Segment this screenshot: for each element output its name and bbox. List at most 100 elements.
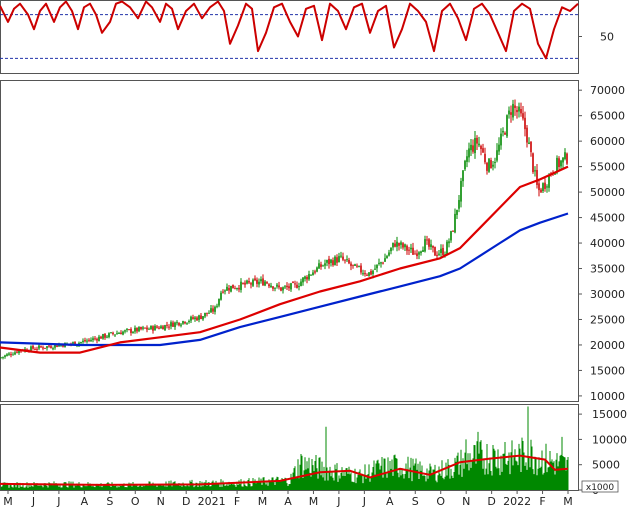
x-tick-label: A bbox=[81, 495, 89, 508]
candle-body bbox=[200, 315, 202, 320]
candle-body bbox=[326, 260, 328, 263]
vol-y-tick-label: 10000 bbox=[592, 433, 627, 446]
volume-moving-average bbox=[0, 454, 569, 486]
candle-body bbox=[448, 241, 450, 244]
candle-body bbox=[350, 263, 352, 266]
x-tick-label: O bbox=[436, 495, 445, 508]
candle-body bbox=[40, 346, 42, 348]
candle-body bbox=[228, 288, 230, 291]
candle-body bbox=[462, 170, 464, 182]
candle-body bbox=[184, 321, 186, 324]
candle-body bbox=[466, 156, 468, 162]
candle-body bbox=[456, 209, 458, 215]
candle-body bbox=[498, 144, 500, 152]
candle-body bbox=[142, 327, 144, 329]
candle-body bbox=[38, 345, 40, 349]
candle-body bbox=[314, 271, 316, 273]
candle-body bbox=[344, 259, 346, 261]
candle-body bbox=[172, 322, 174, 327]
candle-body bbox=[500, 133, 502, 146]
candle-body bbox=[340, 255, 342, 257]
candle-body bbox=[42, 347, 44, 349]
x-tick-label: M bbox=[258, 495, 268, 508]
candle-body bbox=[80, 342, 82, 344]
candle-body bbox=[192, 317, 194, 319]
candle-body bbox=[154, 325, 156, 331]
x-tick-label: A bbox=[386, 495, 394, 508]
candle-body bbox=[338, 256, 340, 263]
moving-average-long bbox=[0, 212, 569, 347]
candle-body bbox=[490, 160, 492, 169]
candle-body bbox=[244, 282, 246, 285]
candle-body bbox=[414, 253, 416, 255]
candle-body bbox=[210, 308, 212, 313]
candle-body bbox=[2, 356, 4, 358]
moving-average-short bbox=[0, 165, 569, 354]
candle-body bbox=[266, 282, 268, 284]
candle-body bbox=[218, 298, 220, 306]
candle-body bbox=[436, 254, 438, 256]
candle-body bbox=[482, 148, 484, 153]
x-tick-label: F bbox=[234, 495, 240, 508]
candle-body bbox=[170, 322, 172, 327]
candle-body bbox=[390, 247, 392, 252]
candle-body bbox=[492, 164, 494, 167]
candle-body bbox=[278, 285, 280, 288]
candle-body bbox=[452, 230, 454, 232]
candle-body bbox=[376, 264, 378, 269]
candle-body bbox=[520, 108, 522, 114]
candle-body bbox=[290, 283, 292, 290]
candle-body bbox=[226, 286, 228, 291]
candle-body bbox=[94, 338, 96, 340]
candle-body bbox=[548, 174, 550, 188]
candle-body bbox=[472, 145, 474, 152]
candle-body bbox=[240, 281, 242, 290]
candle-body bbox=[268, 284, 270, 287]
candle-body bbox=[280, 287, 282, 291]
price-y-tick-label: 50000 bbox=[590, 186, 625, 199]
candle-body bbox=[362, 273, 364, 275]
candle-body bbox=[82, 340, 84, 343]
candle-body bbox=[106, 336, 108, 338]
candle-body bbox=[474, 138, 476, 154]
candle-body bbox=[8, 353, 10, 355]
candle-body bbox=[86, 340, 88, 342]
candle-body bbox=[128, 329, 130, 331]
candle-body bbox=[140, 326, 142, 330]
candle-body bbox=[402, 243, 404, 248]
candle-body bbox=[46, 346, 48, 349]
candle-body bbox=[294, 283, 296, 285]
candle-body bbox=[138, 327, 140, 332]
candle-body bbox=[236, 287, 238, 289]
candle-body bbox=[406, 245, 408, 251]
candle-body bbox=[310, 274, 312, 276]
candle-body bbox=[394, 243, 396, 247]
volume-unit-label: x1000 bbox=[586, 483, 615, 493]
candle-body bbox=[502, 131, 504, 133]
candle-body bbox=[286, 285, 288, 288]
candle-body bbox=[136, 327, 138, 332]
candle-body bbox=[104, 333, 106, 338]
price-y-tick-label: 15000 bbox=[590, 364, 625, 377]
candle-body bbox=[328, 258, 330, 265]
price-y-tick-label: 40000 bbox=[590, 237, 625, 250]
x-tick-label: S bbox=[412, 495, 419, 508]
candle-body bbox=[558, 158, 560, 168]
vol-y-tick-label: 15000 bbox=[592, 408, 627, 421]
candle-body bbox=[14, 352, 16, 355]
candle-body bbox=[216, 305, 218, 307]
candle-body bbox=[514, 105, 516, 109]
price-panel: 10000 15000 20000 25000 30000 35000 40000 45000… bbox=[0, 80, 625, 403]
candle-body bbox=[396, 241, 398, 247]
candle-body bbox=[538, 183, 540, 191]
x-tick-label: J bbox=[336, 495, 340, 508]
x-tick-label: M bbox=[3, 495, 13, 508]
candle-body bbox=[508, 110, 510, 115]
candle-body bbox=[48, 345, 50, 347]
candle-body bbox=[6, 354, 8, 356]
candle-body bbox=[432, 245, 434, 248]
candle-body bbox=[512, 103, 514, 118]
candle-body bbox=[434, 247, 436, 256]
candle-body bbox=[292, 282, 294, 284]
candle-body bbox=[526, 127, 528, 143]
